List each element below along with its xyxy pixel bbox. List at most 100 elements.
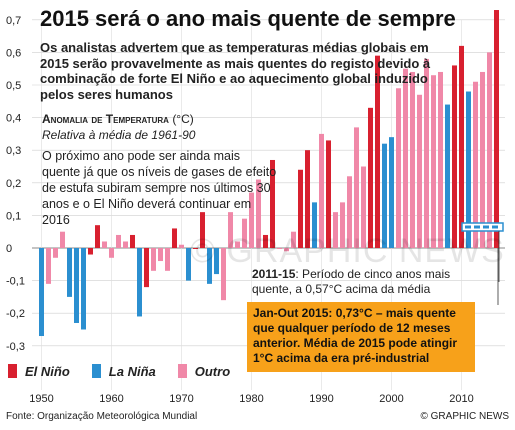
bar-2007 [438, 71, 443, 249]
x-tick-label: 1970 [169, 393, 193, 405]
legend-swatch-outro [177, 364, 187, 378]
y-tick-label: 0,6 [6, 47, 21, 59]
bar-1964 [137, 248, 142, 317]
bar-1965 [144, 248, 149, 288]
page-title: 2015 será o ano mais quente de sempre [40, 6, 456, 31]
bar-2014 [487, 52, 492, 249]
bar-1999 [382, 143, 387, 248]
source-note: Fonte: Organização Meteorológica Mundial [6, 411, 198, 422]
bar-2011 [466, 91, 471, 249]
bar-1952 [53, 248, 58, 258]
anomaly-title-text: Anomalia de Temperatura [42, 112, 169, 126]
bar-1998 [375, 55, 380, 248]
legend-label-la-nina: La Niña [108, 363, 156, 379]
y-tick-label: 0,1 [6, 210, 21, 222]
period-note: 2011-15: Período de cinco anos mais quen… [252, 267, 487, 297]
bar-1980 [249, 192, 254, 248]
bar-1972 [193, 248, 198, 249]
period-text: : Período de cinco anos mais quente, a 0… [252, 267, 451, 296]
bar-1988 [305, 150, 310, 248]
x-tick-label: 1990 [309, 393, 333, 405]
forecast-note: O próximo ano pode ser ainda mais quente… [42, 149, 277, 227]
bar-1997 [368, 107, 373, 248]
bar-1953 [60, 231, 65, 248]
anomaly-unit: (°C) [172, 112, 194, 126]
y-tick-label: -0,3 [6, 341, 25, 353]
legend-swatch-la-nina [91, 364, 101, 378]
bar-2004 [417, 94, 422, 248]
x-tick-label: 1950 [29, 393, 53, 405]
bar-1981 [256, 179, 261, 248]
highlight-box: Jan-Out 2015: 0,73°C – mais quente que q… [247, 302, 475, 372]
bar-1954 [67, 248, 72, 297]
bar-2006 [431, 75, 436, 248]
bar-1996 [361, 166, 366, 248]
bar-1987 [298, 169, 303, 248]
credit: © GRAPHIC NEWS [420, 411, 510, 422]
bar-1977 [228, 212, 233, 248]
bar-2008 [445, 104, 450, 248]
bar-2000 [389, 137, 394, 248]
period-label: 2011-15 [252, 267, 296, 281]
bar-1958 [95, 225, 100, 248]
legend-item-el-nino: El Niño [8, 364, 70, 379]
legend-label-outro: Outro [194, 363, 231, 379]
bar-1957 [88, 248, 93, 255]
bar-2003 [410, 71, 415, 249]
legend-label-el-nino: El Niño [25, 363, 70, 379]
x-tick-label: 2000 [379, 393, 403, 405]
bar-2005 [424, 58, 429, 248]
bar-1978 [235, 241, 240, 248]
bar-1963 [130, 234, 135, 248]
bar-1989 [312, 202, 317, 248]
legend-item-outro: Outro [177, 363, 231, 379]
y-tick-label: -0,2 [6, 308, 25, 320]
bar-1959 [102, 241, 107, 248]
bar-2009 [452, 65, 457, 248]
bar-1969 [172, 228, 177, 248]
bar-2013 [480, 71, 485, 249]
bar-2002 [403, 68, 408, 248]
y-tick-label: -0,1 [6, 276, 25, 288]
bar-1991 [326, 140, 331, 248]
x-tick-label: 1960 [99, 393, 123, 405]
legend-item-la-nina: La Niña [91, 363, 156, 379]
bar-1994 [347, 176, 352, 248]
legend-swatch-el-nino [8, 364, 17, 378]
y-tick-label: 0,4 [6, 113, 21, 125]
bar-2012 [473, 81, 478, 249]
legend: El Niño La Niña Outro [8, 362, 252, 380]
x-tick-label: 2010 [449, 393, 473, 405]
bar-1993 [340, 202, 345, 248]
bar-1950 [39, 248, 44, 337]
bar-1967 [158, 248, 163, 262]
bar-2001 [396, 88, 401, 248]
y-tick-label: 0,5 [6, 80, 21, 92]
bar-1985 [284, 248, 289, 252]
bar-1960 [109, 248, 114, 258]
bar-1976 [221, 248, 226, 301]
y-tick-label: 0,3 [6, 145, 21, 157]
bar-1990 [319, 133, 324, 248]
bar-1992 [333, 212, 338, 248]
anomaly-title: Anomalia de Temperatura (°C) [42, 112, 194, 126]
bar-1951 [46, 248, 51, 284]
bar-1955 [74, 248, 79, 323]
subtitle: Os analistas advertem que as temperatura… [40, 40, 431, 102]
y-tick-label: 0,7 [6, 15, 21, 27]
bar-1982 [263, 234, 268, 248]
anomaly-subtitle: Relativa à média de 1961-90 [42, 128, 196, 142]
bar-1974 [207, 248, 212, 284]
bar-1961 [116, 234, 121, 248]
y-tick-label: 0,2 [6, 178, 21, 190]
bar-1995 [354, 127, 359, 248]
bar-1975 [214, 248, 219, 275]
bar-1970 [179, 244, 184, 248]
bar-1968 [165, 248, 170, 271]
y-tick-label: 0 [6, 243, 12, 255]
bar-1979 [242, 218, 247, 248]
bar-1956 [81, 248, 86, 330]
bar-1971 [186, 248, 191, 281]
bar-1984 [277, 248, 282, 249]
